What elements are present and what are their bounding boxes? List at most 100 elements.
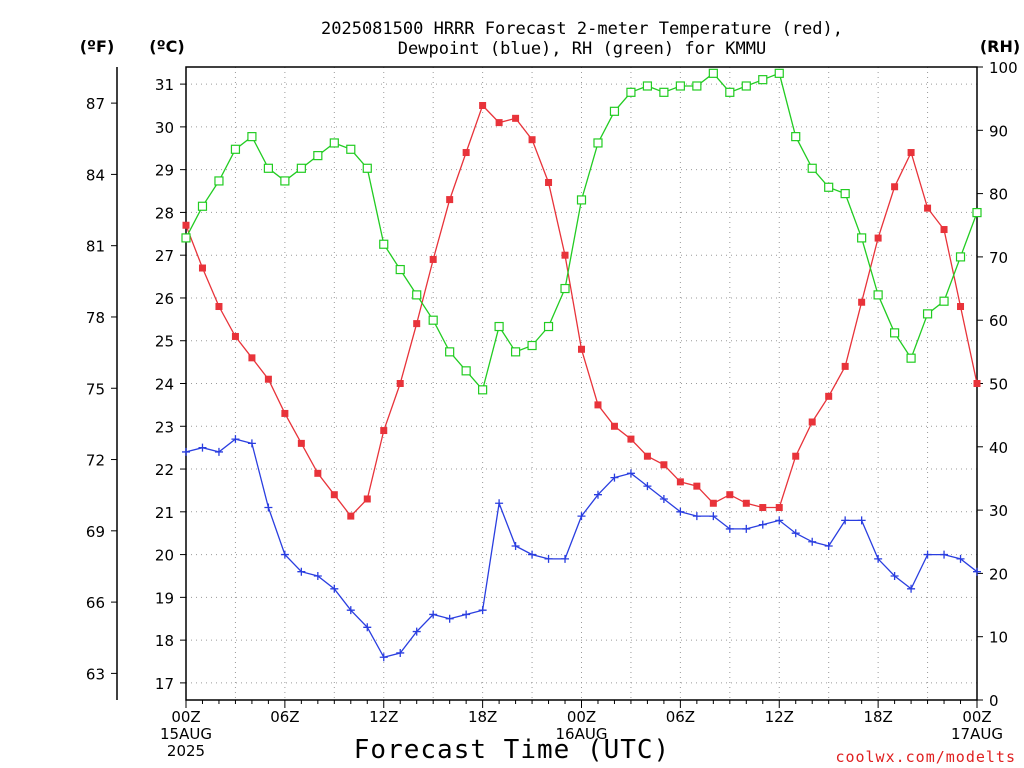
rh-point (494, 321, 504, 332)
rh-point (263, 163, 273, 173)
temperature-point (676, 478, 684, 486)
rh-point (922, 309, 933, 319)
dewpoint-point (725, 524, 734, 533)
rh-point (280, 176, 290, 186)
dewpoint-point (973, 567, 981, 576)
rh-point (395, 264, 405, 275)
fahrenheit-tick-label: 75 (86, 380, 105, 398)
dewpoint-point (363, 623, 372, 632)
temperature-point (907, 149, 915, 157)
rh-unit-label: (RH) (980, 37, 1020, 56)
rh-point (346, 144, 356, 154)
x-tick-label: 17AUG (951, 725, 1003, 743)
dewpoint-point (247, 439, 256, 448)
temperature-point (413, 320, 421, 328)
chart-title-line-1: 2025081500 HRRR Forecast 2-meter Tempera… (321, 19, 843, 39)
rh-point (955, 252, 966, 262)
rh-point (445, 347, 455, 357)
x-tick-label: 12Z (765, 708, 794, 726)
temperature-point (446, 196, 454, 204)
dewpoint-point (593, 490, 602, 499)
temperature-point (841, 362, 849, 370)
dewpoint-point (182, 447, 190, 456)
rh-point (840, 189, 850, 199)
dewpoint-point (841, 516, 850, 525)
dewpoint-point (346, 606, 355, 615)
temperature-point (825, 392, 833, 400)
dewpoint-point (445, 614, 454, 623)
dewpoint-point (808, 537, 817, 546)
rh-point (824, 182, 834, 192)
rh-point (560, 283, 570, 294)
dewpoint-line (185, 438, 978, 658)
celsius-tick-label: 29 (155, 162, 174, 180)
celsius-tick-label: 24 (155, 376, 174, 394)
dewpoint-point (626, 469, 635, 478)
dewpoint-point (478, 606, 487, 615)
dewpoint-point (396, 648, 405, 657)
temperature-point (347, 512, 355, 520)
fahrenheit-tick-label: 81 (86, 238, 105, 256)
rh-tick-label: 70 (989, 249, 1008, 267)
temperature-point (924, 204, 932, 212)
dewpoint-point (742, 524, 751, 533)
chart-title-line-2: Dewpoint (blue), RH (green) for KMMU (398, 39, 766, 59)
temperature-point (231, 332, 239, 340)
rh-point (972, 207, 982, 218)
dewpoint-point (758, 520, 767, 529)
dewpoint-point (528, 550, 537, 559)
celsius-tick-label: 27 (155, 247, 174, 265)
rh-tick-label: 10 (989, 629, 1008, 647)
data-series (181, 68, 982, 662)
dewpoint-point (231, 435, 240, 444)
x-tick-label: 06Z (270, 708, 299, 726)
rh-point (329, 138, 339, 148)
rh-point (379, 239, 389, 249)
grid-lines (186, 67, 977, 700)
temperature-point (264, 375, 272, 383)
x-tick-label: 06Z (666, 708, 695, 726)
temperature-point (215, 303, 223, 311)
temperature-point (726, 491, 734, 499)
temperature-point (874, 234, 882, 242)
rh-point (230, 144, 241, 154)
celsius-tick-label: 18 (155, 632, 174, 650)
rh-point (478, 385, 488, 395)
temperature-point (973, 380, 981, 387)
celsius-tick-label: 25 (155, 333, 174, 351)
dewpoint-point (610, 473, 619, 482)
fahrenheit-tick-label: 66 (86, 594, 105, 612)
tick-labels: 17 18 19 20 21 22 23 24 25 26 27 28 29 30 31 63 66 69 72 75… (86, 59, 1018, 760)
fahrenheit-tick-label: 69 (86, 523, 105, 541)
rh-point (181, 233, 191, 243)
temperature-point (495, 119, 503, 127)
celsius-tick-label: 23 (155, 418, 174, 436)
rh-point (708, 68, 718, 78)
temperature-point (528, 136, 536, 144)
chart-axes (111, 66, 983, 708)
temperature-point (940, 226, 948, 234)
temperature-point (429, 255, 437, 263)
rh-point (428, 315, 438, 325)
rh-tick-label: 30 (989, 502, 1008, 520)
temperature-point (297, 439, 305, 447)
dewpoint-point (429, 610, 438, 619)
temperature-point (627, 435, 635, 443)
temperature-point (561, 251, 569, 259)
rh-point (543, 321, 554, 332)
rh-point (609, 106, 620, 116)
rh-point (791, 132, 801, 142)
rh-point (362, 163, 372, 173)
temperature-point (610, 422, 618, 430)
dewpoint-point (198, 443, 207, 452)
temperature-point (808, 418, 816, 426)
dewpoint-point (313, 571, 322, 580)
celsius-tick-label: 26 (155, 290, 174, 308)
temperature-point (742, 499, 750, 507)
temperature-point (182, 221, 190, 229)
dewpoint-point (692, 512, 701, 521)
temperature-point (594, 401, 602, 409)
rh-point (774, 68, 784, 78)
temperature-point (248, 354, 256, 362)
fahrenheit-tick-label: 84 (86, 166, 105, 184)
